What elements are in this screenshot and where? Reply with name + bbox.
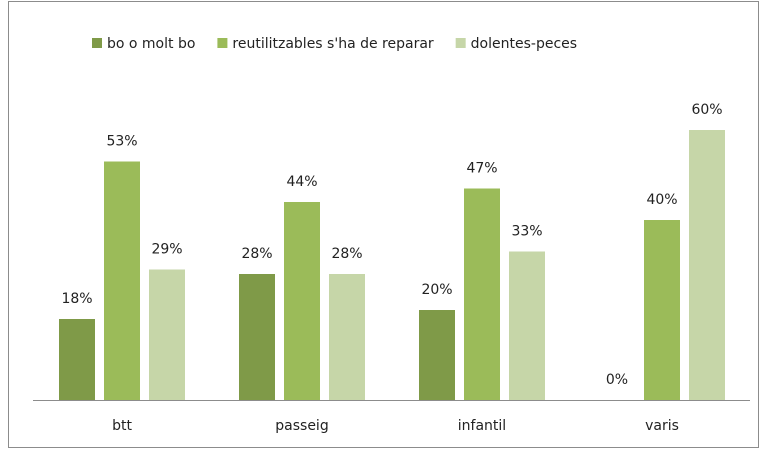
legend-label: reutilitzables s'ha de reparar — [232, 36, 434, 52]
data-label: 53% — [106, 134, 137, 150]
bar — [464, 188, 500, 400]
bar — [149, 269, 185, 400]
data-label: 18% — [61, 291, 92, 307]
x-tick-label: infantil — [458, 418, 506, 434]
bar — [329, 274, 365, 400]
data-label: 0% — [606, 372, 628, 388]
bar — [509, 251, 545, 400]
data-label: 47% — [466, 161, 497, 177]
data-label: 28% — [241, 246, 272, 262]
legend-label: bo o molt bo — [107, 36, 195, 52]
x-tick-label: varis — [645, 418, 679, 434]
data-label: 60% — [691, 102, 722, 118]
legend-swatch — [217, 38, 228, 48]
bar — [419, 310, 455, 400]
bar — [689, 130, 725, 400]
legend-swatch — [455, 38, 466, 48]
data-label: 33% — [511, 224, 542, 240]
bar — [644, 220, 680, 400]
bar — [284, 202, 320, 400]
data-label: 44% — [286, 174, 317, 190]
x-tick-label: btt — [112, 418, 132, 434]
legend-swatch — [92, 38, 102, 48]
data-label: 40% — [646, 192, 677, 208]
bar — [59, 319, 95, 400]
data-label: 28% — [331, 246, 362, 262]
data-label: 29% — [151, 242, 182, 258]
legend-label: dolentes-peces — [471, 36, 577, 52]
data-label: 20% — [421, 282, 452, 298]
bar — [239, 274, 275, 400]
x-tick-label: passeig — [275, 418, 328, 434]
bar — [104, 161, 140, 400]
